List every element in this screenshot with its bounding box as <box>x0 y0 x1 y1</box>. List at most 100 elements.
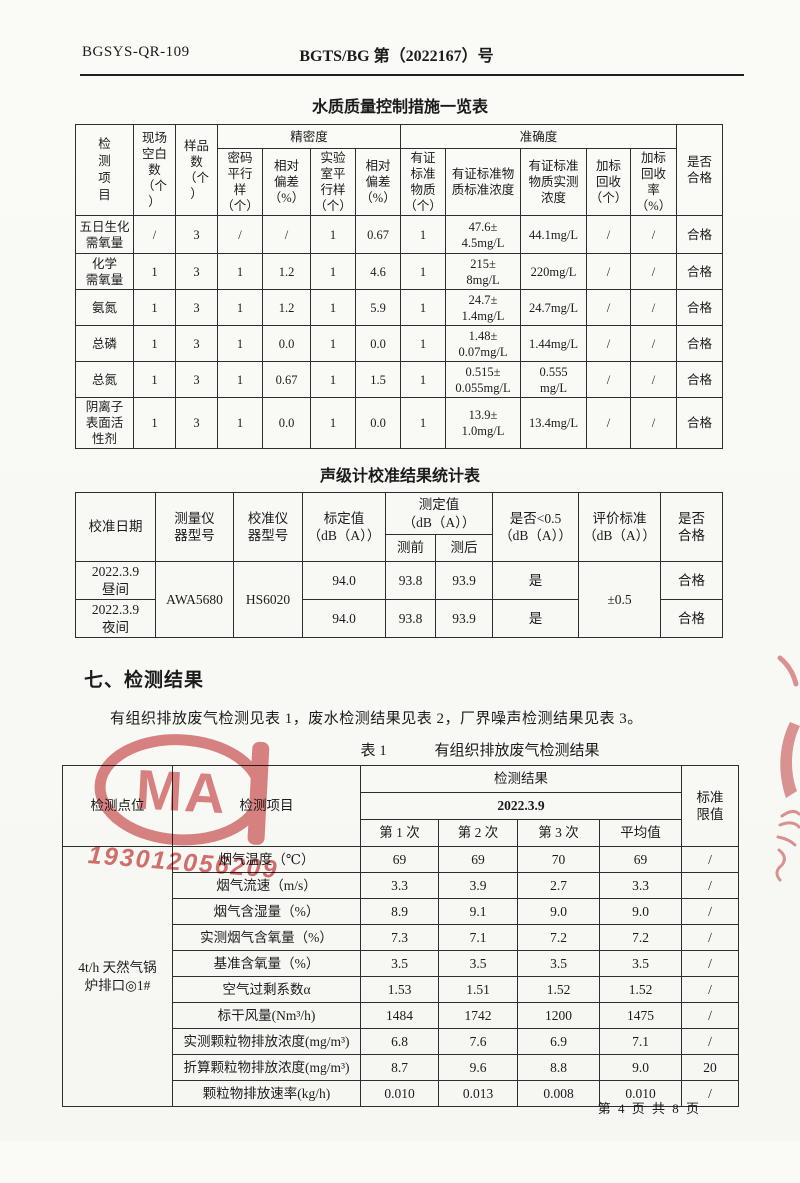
data-cell: 0.0 <box>262 397 311 449</box>
data-cell: / <box>681 872 739 899</box>
data-cell: 6.8 <box>360 1028 439 1055</box>
header-cell: 标准 限值 <box>681 765 739 847</box>
header-cell: 平均值 <box>599 819 682 847</box>
data-cell: 9.0 <box>517 898 600 925</box>
water-qc-table: 检 测 项 目现场 空白 数 （个 ）样品 数 （个 ）精密度 准确度 是否 合格密… <box>75 124 724 449</box>
table-row: 检测点位 检测项目 检测结果 标准 限值 <box>62 765 739 847</box>
data-cell: / <box>630 397 678 449</box>
table-row: 密码 平行 样 （个） 相对 偏差 （%） 实验 室平 行样 （个） 相对 偏差 （%… <box>76 148 723 216</box>
data-cell: 1 <box>400 215 447 254</box>
data-cell: 2.7 <box>517 872 600 899</box>
sound-cal-table: 校准日期 测量仪 器型号 校准仪 器型号 标定值 （dB（A）） 测定值 （dB（A））… <box>75 492 724 638</box>
data-cell: 1 <box>133 361 176 398</box>
data-cell: 0.67 <box>262 361 311 398</box>
data-cell: 24.7± 1.4mg/L <box>445 289 522 326</box>
header-cell: 有证标准物 质标准浓度 <box>445 148 522 216</box>
data-cell: 1 <box>133 397 176 449</box>
data-cell: 1 <box>310 325 356 362</box>
data-cell: 0.515± 0.055mg/L <box>445 361 522 398</box>
data-cell: 1 <box>133 325 176 362</box>
data-cell: / <box>586 289 632 326</box>
data-cell: 0.010 <box>360 1080 439 1107</box>
data-cell: 标干风量(Nm³/h) <box>172 1002 361 1029</box>
page-number: 第 4 页 共 8 页 <box>597 1101 701 1116</box>
data-cell: / <box>586 253 632 290</box>
data-cell: 4.6 <box>354 253 402 290</box>
data-cell: / <box>630 215 678 254</box>
header-cell: 现场 空白 数 （个 ） <box>133 124 176 216</box>
data-cell: 1475 <box>599 1002 682 1029</box>
data-cell: 1200 <box>517 1002 600 1029</box>
section-heading: 七、检测结果 <box>84 670 205 691</box>
data-cell: 合格 <box>676 253 724 290</box>
data-cell: 3 <box>175 253 218 290</box>
data-cell: / <box>586 215 632 254</box>
header-cell: 测前 <box>385 534 436 562</box>
header-cell: 检测项目 <box>172 765 361 847</box>
table-row: 五日生化 需氧量/3//1 0.67 1 47.6± 4.5mg/L 44.1mg/L /… <box>75 215 724 254</box>
data-cell: 氨氮 <box>75 289 134 326</box>
data-cell: / <box>630 361 678 398</box>
data-cell: 3 <box>175 325 218 362</box>
data-cell: 1 <box>400 325 447 362</box>
header-cell: 测定值 （dB（A）） <box>384 492 494 535</box>
header-cell: 检 测 项 目 <box>75 124 134 216</box>
data-cell: 7.2 <box>517 924 600 951</box>
header-cell: 实验 室平 行样 （个） <box>310 148 356 216</box>
data-cell: / <box>262 215 311 254</box>
data-cell: 实测颗粒物排放浓度(mg/m³) <box>172 1028 361 1055</box>
data-cell: 五日生化 需氧量 <box>75 215 134 254</box>
data-cell: 1 <box>217 361 263 398</box>
table-row: 标干风量(Nm³/h) 1484 1742 1200 1475/ <box>63 1002 739 1029</box>
data-cell: 总氮 <box>75 361 134 398</box>
data-cell: 93.9 <box>434 599 494 638</box>
data-cell: 合格 <box>660 561 724 600</box>
table-row: 实测烟气含氧量（%） 7.3 7.1 7.2 7.2/ <box>63 924 739 951</box>
header-cell: 是否 合格 <box>676 124 724 216</box>
data-cell: 5.9 <box>354 289 402 326</box>
table-row: 2022.3.9 夜间 94.0 93.8 93.9 是 合格 <box>75 599 724 638</box>
data-cell: 9.0 <box>599 898 682 925</box>
table-row: 烟气含湿量（%） 8.9 9.1 9.0 9.0/ <box>63 898 739 925</box>
header-cell: 第 3 次 <box>517 819 600 847</box>
table-row: 总磷 1 3 1 0.0 1 0.0 1 1.48± 0.07mg/L 1.44mg/L / / 合格 <box>75 325 724 362</box>
data-cell: 总磷 <box>75 325 134 362</box>
data-cell: 70 <box>517 846 600 873</box>
data-cell: / <box>586 361 632 398</box>
data-cell: 烟气温度（℃） <box>172 846 361 873</box>
data-cell: 1.5 <box>354 361 402 398</box>
data-cell: 合格 <box>660 599 724 638</box>
data-cell: 7.3 <box>360 924 439 951</box>
table-row: 化学 需氧量 1 3 1 1.2 1 4.6 1 215± 8mg/L 220mg/L / / 合格 <box>75 253 724 290</box>
data-cell: 1 <box>310 253 356 290</box>
data-cell: / <box>586 397 632 449</box>
header-cell: 测量仪 器型号 <box>155 492 234 562</box>
data-cell: 93.8 <box>385 561 436 600</box>
data-cell: 1 <box>310 289 356 326</box>
header-cell: 是否 合格 <box>660 492 724 562</box>
data-cell: 13.9± 1.0mg/L <box>445 397 522 449</box>
data-cell: 3.3 <box>360 872 439 899</box>
data-cell: HS6020 <box>233 561 303 638</box>
data-cell: 6.9 <box>517 1028 600 1055</box>
data-cell: 7.1 <box>599 1028 682 1055</box>
data-cell: 7.2 <box>599 924 682 951</box>
data-cell: 94.0 <box>302 561 386 600</box>
data-cell: 基准含氧量（%） <box>172 950 361 977</box>
data-cell: / <box>681 1028 739 1055</box>
header-cell: 2022.3.9 <box>360 792 682 820</box>
data-cell: 1 <box>400 253 447 290</box>
data-cell: 3 <box>175 361 218 398</box>
data-cell: 1742 <box>438 1002 518 1029</box>
data-cell: 3 <box>175 289 218 326</box>
data-cell: 1 <box>310 361 356 398</box>
table-row: 检 测 项 目现场 空白 数 （个 ）样品 数 （个 ）精密度 准确度 是否 合格 <box>75 124 724 216</box>
header-cell: 是否<0.5 （dB（A）） <box>492 492 580 562</box>
data-cell: 1.2 <box>262 289 311 326</box>
data-cell: 9.6 <box>438 1054 518 1081</box>
table-row: 折算颗粒物排放浓度(mg/m³) 8.7 9.6 8.8 9.0 20 <box>63 1054 739 1081</box>
header-cell: 检测结果 <box>360 765 682 793</box>
data-cell: 1 <box>400 289 447 326</box>
data-cell: 1.44mg/L <box>520 325 588 362</box>
header-cell: 准确度 <box>400 124 678 149</box>
